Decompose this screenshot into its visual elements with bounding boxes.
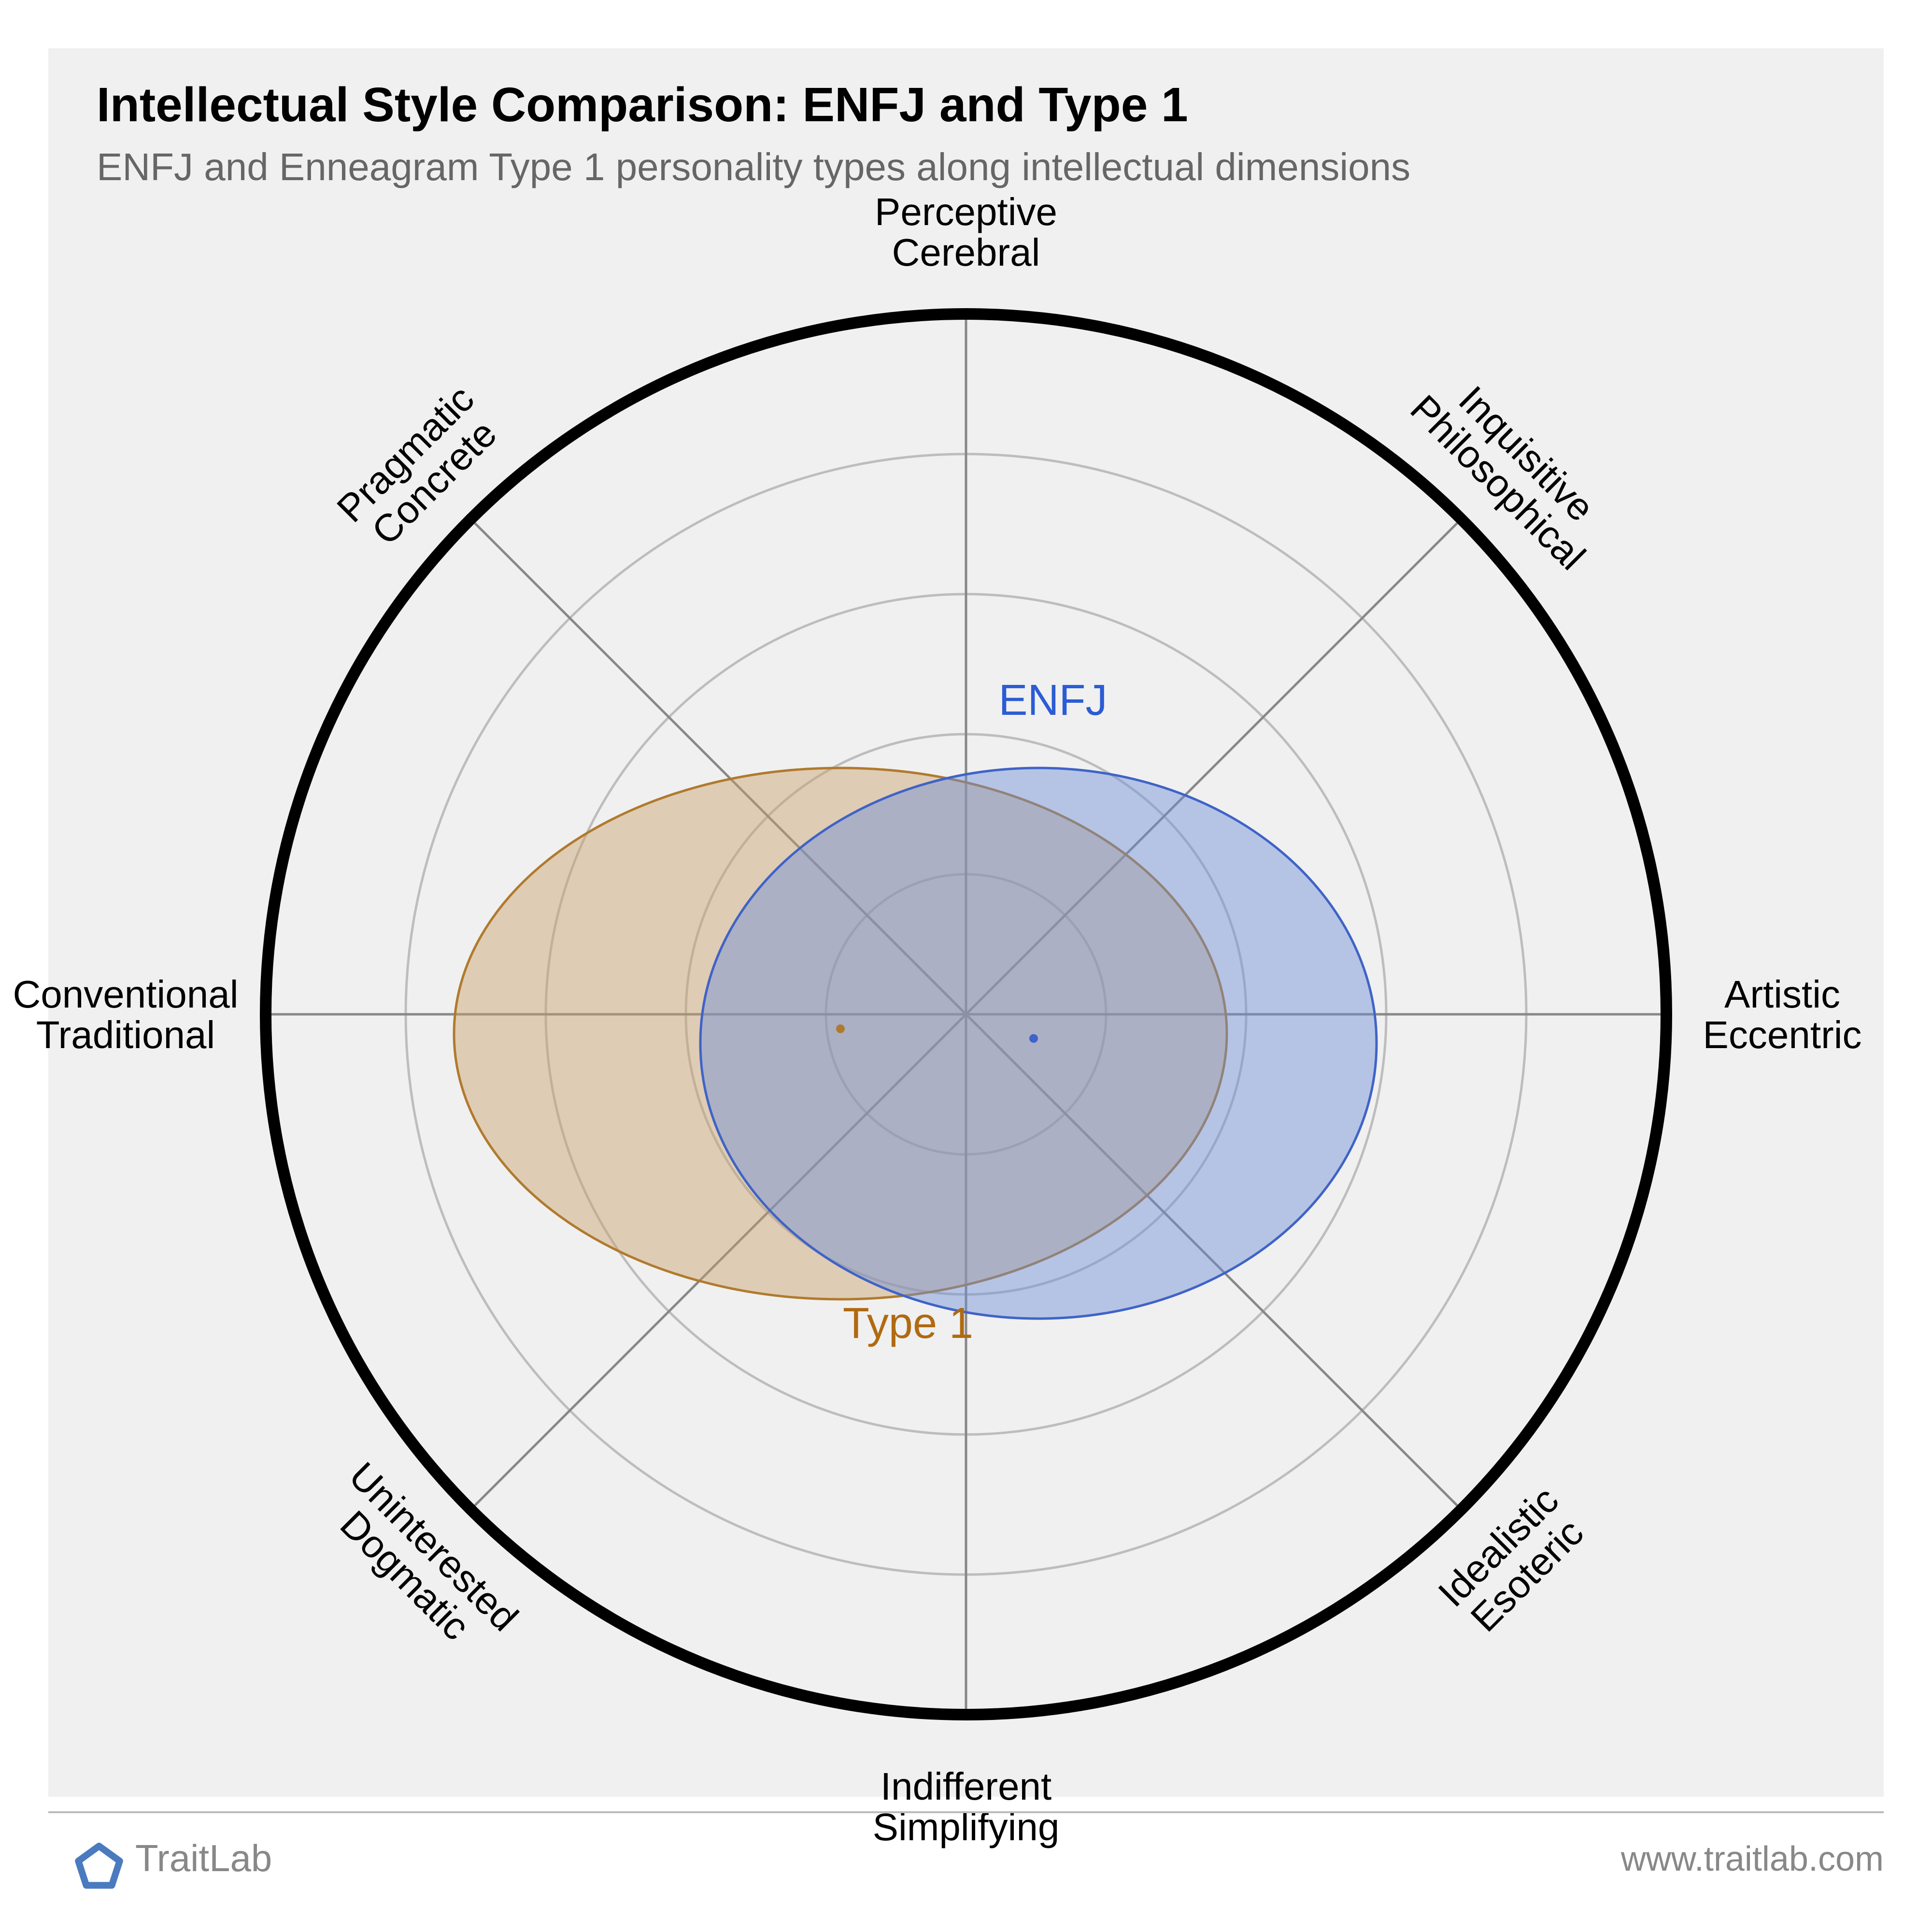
- axis-label: IndifferentSimplifying: [873, 1765, 1060, 1848]
- site-url: www.traitlab.com: [1621, 1839, 1884, 1879]
- svg-text:Perceptive: Perceptive: [875, 190, 1057, 233]
- brand-label: TraitLab: [135, 1836, 272, 1880]
- enfj-dot: [1029, 1034, 1038, 1043]
- svg-text:Artistic: Artistic: [1724, 973, 1840, 1016]
- enfj-ellipse: [700, 768, 1377, 1319]
- radar-chart: ENFJType 1PerceptiveCerebralInquisitiveP…: [0, 0, 1932, 1932]
- axis-label: ArtisticEccentric: [1703, 973, 1862, 1056]
- footer-divider: [48, 1811, 1884, 1813]
- traitlab-logo-icon: [72, 1840, 130, 1898]
- series-label: ENFJ: [999, 676, 1108, 724]
- svg-text:Indifferent: Indifferent: [881, 1765, 1051, 1808]
- svg-text:Conventional: Conventional: [13, 973, 239, 1016]
- axis-label: ConventionalTraditional: [13, 973, 239, 1056]
- svg-text:Eccentric: Eccentric: [1703, 1013, 1862, 1056]
- svg-text:Cerebral: Cerebral: [892, 231, 1040, 274]
- axis-label: PerceptiveCerebral: [875, 190, 1057, 274]
- type1-dot: [836, 1024, 845, 1033]
- series-label: Type 1: [843, 1299, 973, 1348]
- svg-text:Traditional: Traditional: [36, 1013, 215, 1056]
